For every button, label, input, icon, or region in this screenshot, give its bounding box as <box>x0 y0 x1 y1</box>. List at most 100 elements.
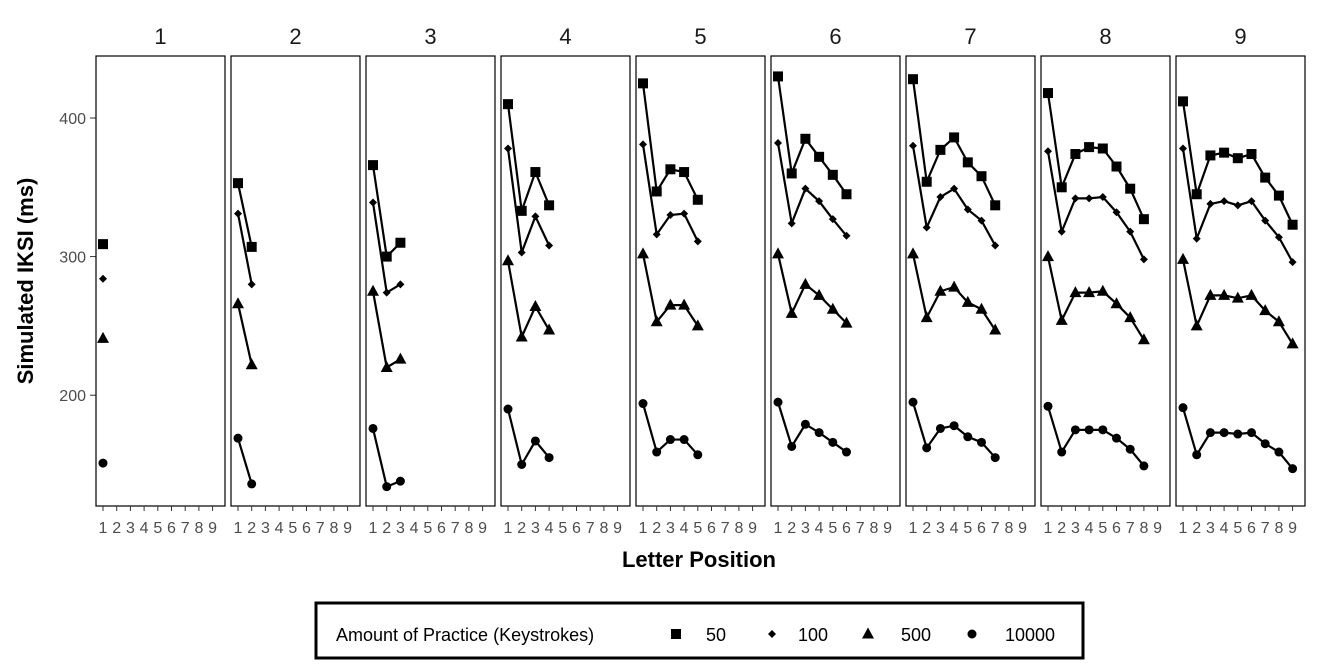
series-100 <box>909 141 1000 250</box>
facet-label: 7 <box>964 24 976 49</box>
series-10000 <box>98 458 108 468</box>
x-tick-label: 9 <box>883 520 892 537</box>
legend-label: 50 <box>706 625 726 645</box>
facet-panel: 91 2 3 4 5 6 7 8 9 <box>1175 24 1306 537</box>
x-tick-label: 2 <box>112 520 121 537</box>
x-tick-label: 1 <box>909 520 918 537</box>
x-tick-label: 5 <box>693 520 702 537</box>
data-point <box>98 239 108 250</box>
data-point <box>977 437 986 447</box>
series-50 <box>1178 96 1298 230</box>
data-point <box>531 212 540 221</box>
panel-border <box>635 55 766 507</box>
data-point <box>1178 96 1188 107</box>
x-tick-label: 2 <box>922 520 931 537</box>
data-point <box>545 241 554 250</box>
series-line <box>236 303 253 365</box>
x-tick-label: 7 <box>991 520 1000 537</box>
y-axis: 200 300 400 <box>59 111 96 405</box>
x-tick-label: 3 <box>1206 520 1215 537</box>
data-point <box>1273 190 1284 201</box>
facet-label: 3 <box>424 24 436 49</box>
data-point <box>515 330 528 342</box>
series-500 <box>97 331 109 343</box>
data-point <box>517 460 527 469</box>
series-10000 <box>1043 401 1149 471</box>
data-point <box>1084 425 1094 435</box>
data-point <box>1274 447 1284 457</box>
series-100 <box>639 140 702 246</box>
series-100 <box>504 144 554 257</box>
data-point <box>936 193 945 202</box>
data-point <box>1098 425 1108 435</box>
series-line <box>236 213 253 285</box>
data-point <box>666 211 675 220</box>
data-point <box>1261 216 1270 225</box>
data-point <box>1083 286 1096 298</box>
data-point <box>693 237 702 246</box>
x-tick-label: 5 <box>828 520 837 537</box>
legend-item: 50 <box>671 625 726 645</box>
x-tick-label: 4 <box>950 520 959 537</box>
panel-border <box>1040 55 1171 507</box>
data-point <box>1177 252 1189 264</box>
data-point <box>652 230 661 239</box>
data-point <box>1205 150 1216 161</box>
data-point <box>1287 219 1298 230</box>
data-point <box>1204 288 1217 300</box>
x-tick-label: 1 <box>234 520 243 537</box>
data-point <box>786 168 797 179</box>
x-tick-label: 3 <box>1071 520 1080 537</box>
data-point <box>1057 227 1066 236</box>
data-point <box>828 215 837 224</box>
facet-panel: 11 2 3 4 5 6 7 8 9 <box>95 24 226 537</box>
data-point <box>963 205 972 214</box>
data-point <box>935 423 945 433</box>
x-tick-label: 3 <box>801 520 810 537</box>
x-tick-label: 6 <box>302 520 311 537</box>
x-tick-label: 5 <box>1098 520 1107 537</box>
x-tick-label: 7 <box>1261 520 1270 537</box>
data-point <box>774 138 782 147</box>
x-tick-label: 7 <box>316 520 325 537</box>
x-tick-label: 2 <box>1057 520 1066 537</box>
data-point <box>1232 153 1243 164</box>
data-point <box>247 479 257 489</box>
data-point <box>665 164 676 175</box>
data-point <box>1056 182 1067 193</box>
y-tick-label: 200 <box>59 388 86 405</box>
x-tick-label: 1 <box>639 520 648 537</box>
series-10000 <box>503 404 554 469</box>
series-line <box>506 260 551 341</box>
series-100 <box>369 198 405 297</box>
data-point <box>787 219 796 228</box>
data-point <box>1097 143 1108 154</box>
data-point <box>1220 197 1229 206</box>
facet-panel: 51 2 3 4 5 6 7 8 9 <box>635 24 766 537</box>
data-point <box>1057 447 1067 457</box>
data-point <box>1110 297 1123 309</box>
data-point <box>989 323 1002 335</box>
data-point <box>827 169 838 180</box>
data-point <box>1219 147 1230 158</box>
data-point <box>1126 227 1135 236</box>
data-point <box>395 237 406 248</box>
x-tick-label: 4 <box>275 520 284 537</box>
data-point <box>1043 401 1053 411</box>
legend-item: 500 <box>862 625 931 645</box>
data-point <box>814 428 824 438</box>
data-point <box>785 306 798 318</box>
data-point <box>841 189 852 200</box>
data-point <box>773 397 783 407</box>
x-tick-label: 6 <box>977 520 986 537</box>
data-point <box>1179 144 1187 153</box>
data-point <box>245 358 258 370</box>
x-tick-label: 3 <box>126 520 135 537</box>
data-point <box>773 71 783 82</box>
data-point <box>680 209 689 218</box>
data-point <box>813 288 826 300</box>
x-tick-label: 9 <box>1288 520 1297 537</box>
x-tick-label: 4 <box>410 520 419 537</box>
data-point <box>693 450 703 460</box>
